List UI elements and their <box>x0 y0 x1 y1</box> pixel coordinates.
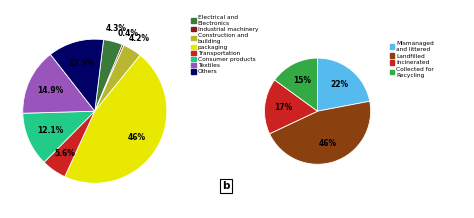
Text: 15%: 15% <box>293 76 311 85</box>
Text: 5.6%: 5.6% <box>55 149 76 158</box>
Text: 0.4%: 0.4% <box>118 29 139 37</box>
Wedge shape <box>95 45 140 111</box>
Text: 46%: 46% <box>128 133 146 141</box>
Text: 22%: 22% <box>330 80 349 89</box>
Text: 4.3%: 4.3% <box>106 24 127 33</box>
Text: 14.9%: 14.9% <box>37 86 64 95</box>
Legend: Mismanaged
and littered, Landfilled, Incinerated, Collected for
Recycling: Mismanaged and littered, Landfilled, Inc… <box>390 41 434 78</box>
Text: 12.5%: 12.5% <box>69 60 95 68</box>
Wedge shape <box>274 58 318 111</box>
Wedge shape <box>318 58 370 111</box>
Legend: Electrical and
Electronics, Industrial machinery, Construction and
building, pac: Electrical and Electronics, Industrial m… <box>191 15 258 74</box>
Wedge shape <box>23 111 95 162</box>
Wedge shape <box>23 54 95 113</box>
Wedge shape <box>50 39 104 111</box>
Text: b: b <box>222 181 229 191</box>
Wedge shape <box>95 40 122 111</box>
Text: 4.2%: 4.2% <box>129 34 150 43</box>
Wedge shape <box>95 45 124 111</box>
Text: 12.1%: 12.1% <box>36 126 63 135</box>
Wedge shape <box>44 111 95 177</box>
Text: 46%: 46% <box>319 140 337 148</box>
Wedge shape <box>264 80 318 134</box>
Text: 17%: 17% <box>274 103 292 112</box>
Wedge shape <box>65 55 167 183</box>
Wedge shape <box>270 101 371 164</box>
